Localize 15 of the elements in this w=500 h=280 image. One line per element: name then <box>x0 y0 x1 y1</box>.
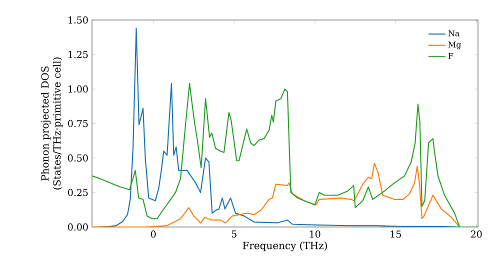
x-tick-label: 0 <box>150 230 156 238</box>
y-tick-label: 1.25 <box>68 50 88 58</box>
y-tick-label: 0.75 <box>68 120 88 128</box>
y-axis-title: Phonon projected DOS (States/THz·primitive cell) <box>40 58 63 190</box>
y-tick-label: 0.50 <box>68 154 88 162</box>
y-tick-label: 1.00 <box>68 85 88 93</box>
y-tick-label: 0.25 <box>68 188 88 196</box>
x-tick-label: 10 <box>310 230 320 238</box>
y-tick-label: 0.00 <box>68 223 88 231</box>
line-series <box>92 82 478 227</box>
x-tick-label: 20 <box>471 230 482 238</box>
x-tick-label: 5 <box>232 230 236 238</box>
y-tick-label: 1.50 <box>68 16 88 24</box>
x-axis-title: Frequency (THz) <box>242 242 327 252</box>
x-tick-label: 15 <box>390 230 401 238</box>
